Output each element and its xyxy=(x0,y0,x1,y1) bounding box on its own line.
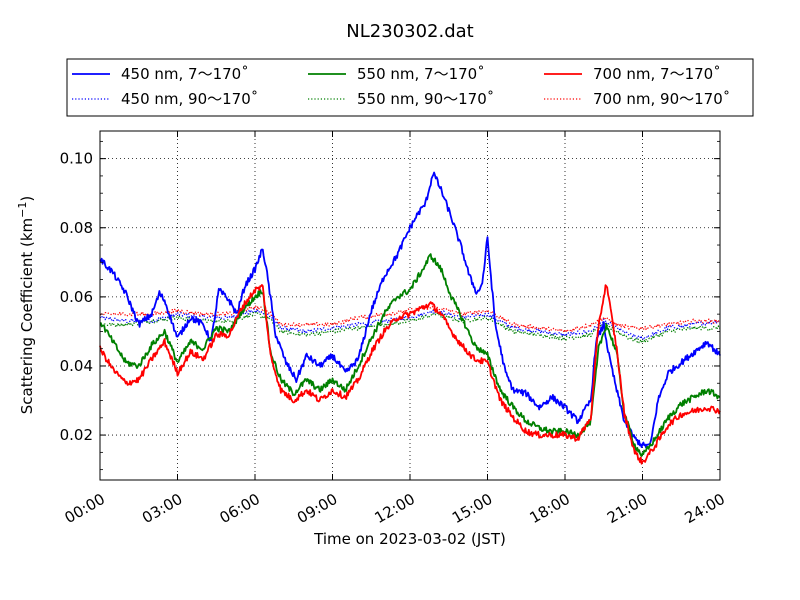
grid xyxy=(100,131,720,480)
legend-label: 450 nm, 7～170˚ xyxy=(121,65,249,83)
y-tick-label: 0.06 xyxy=(60,288,93,306)
x-tick-label: 03:00 xyxy=(139,490,185,527)
legend: 450 nm, 7～170˚ 550 nm, 7～170˚ 700 nm, 7～17… xyxy=(66,58,754,117)
series-line xyxy=(99,284,721,465)
legend-box xyxy=(66,58,754,117)
x-tick-label: 09:00 xyxy=(294,490,340,527)
legend-label: 450 nm, 90～170˚ xyxy=(121,90,258,108)
y-axis-label-end: ) xyxy=(18,196,36,202)
y-axis-label-main: Scattering Coefficient (km xyxy=(18,218,36,414)
y-tick-label: 0.08 xyxy=(60,219,93,237)
legend-label: 550 nm, 90～170˚ xyxy=(357,90,494,108)
x-tick-label: 24:00 xyxy=(682,490,728,527)
legend-label: 700 nm, 90～170˚ xyxy=(593,90,730,108)
x-tick-label: 15:00 xyxy=(449,490,495,527)
series-line xyxy=(99,311,721,344)
legend-label: 550 nm, 7～170˚ xyxy=(357,65,485,83)
y-tick-label: 0.02 xyxy=(60,426,93,444)
y-tick-label: 0.10 xyxy=(60,150,93,168)
chart-title: NL230302.dat xyxy=(346,21,473,42)
x-tick-label: 12:00 xyxy=(372,490,418,527)
legend-label: 700 nm, 7～170˚ xyxy=(593,65,721,83)
series-line xyxy=(99,171,721,449)
ticks: 00:00 03:00 06:00 09:00 12:00 15:00 18:00 21:00… xyxy=(60,131,728,527)
plot-area xyxy=(99,171,721,465)
y-axis-label-superscript: −1 xyxy=(16,202,29,218)
x-tick-label: 18:00 xyxy=(527,490,573,527)
x-tick-label: 00:00 xyxy=(62,490,108,527)
y-axis-label: Scattering Coefficient (km−1) xyxy=(16,196,36,415)
x-axis-label: Time on 2023-03-02 (JST) xyxy=(313,530,506,548)
x-tick-label: 06:00 xyxy=(217,490,263,527)
x-tick-label: 21:00 xyxy=(604,490,650,527)
y-tick-label: 0.04 xyxy=(60,357,93,375)
